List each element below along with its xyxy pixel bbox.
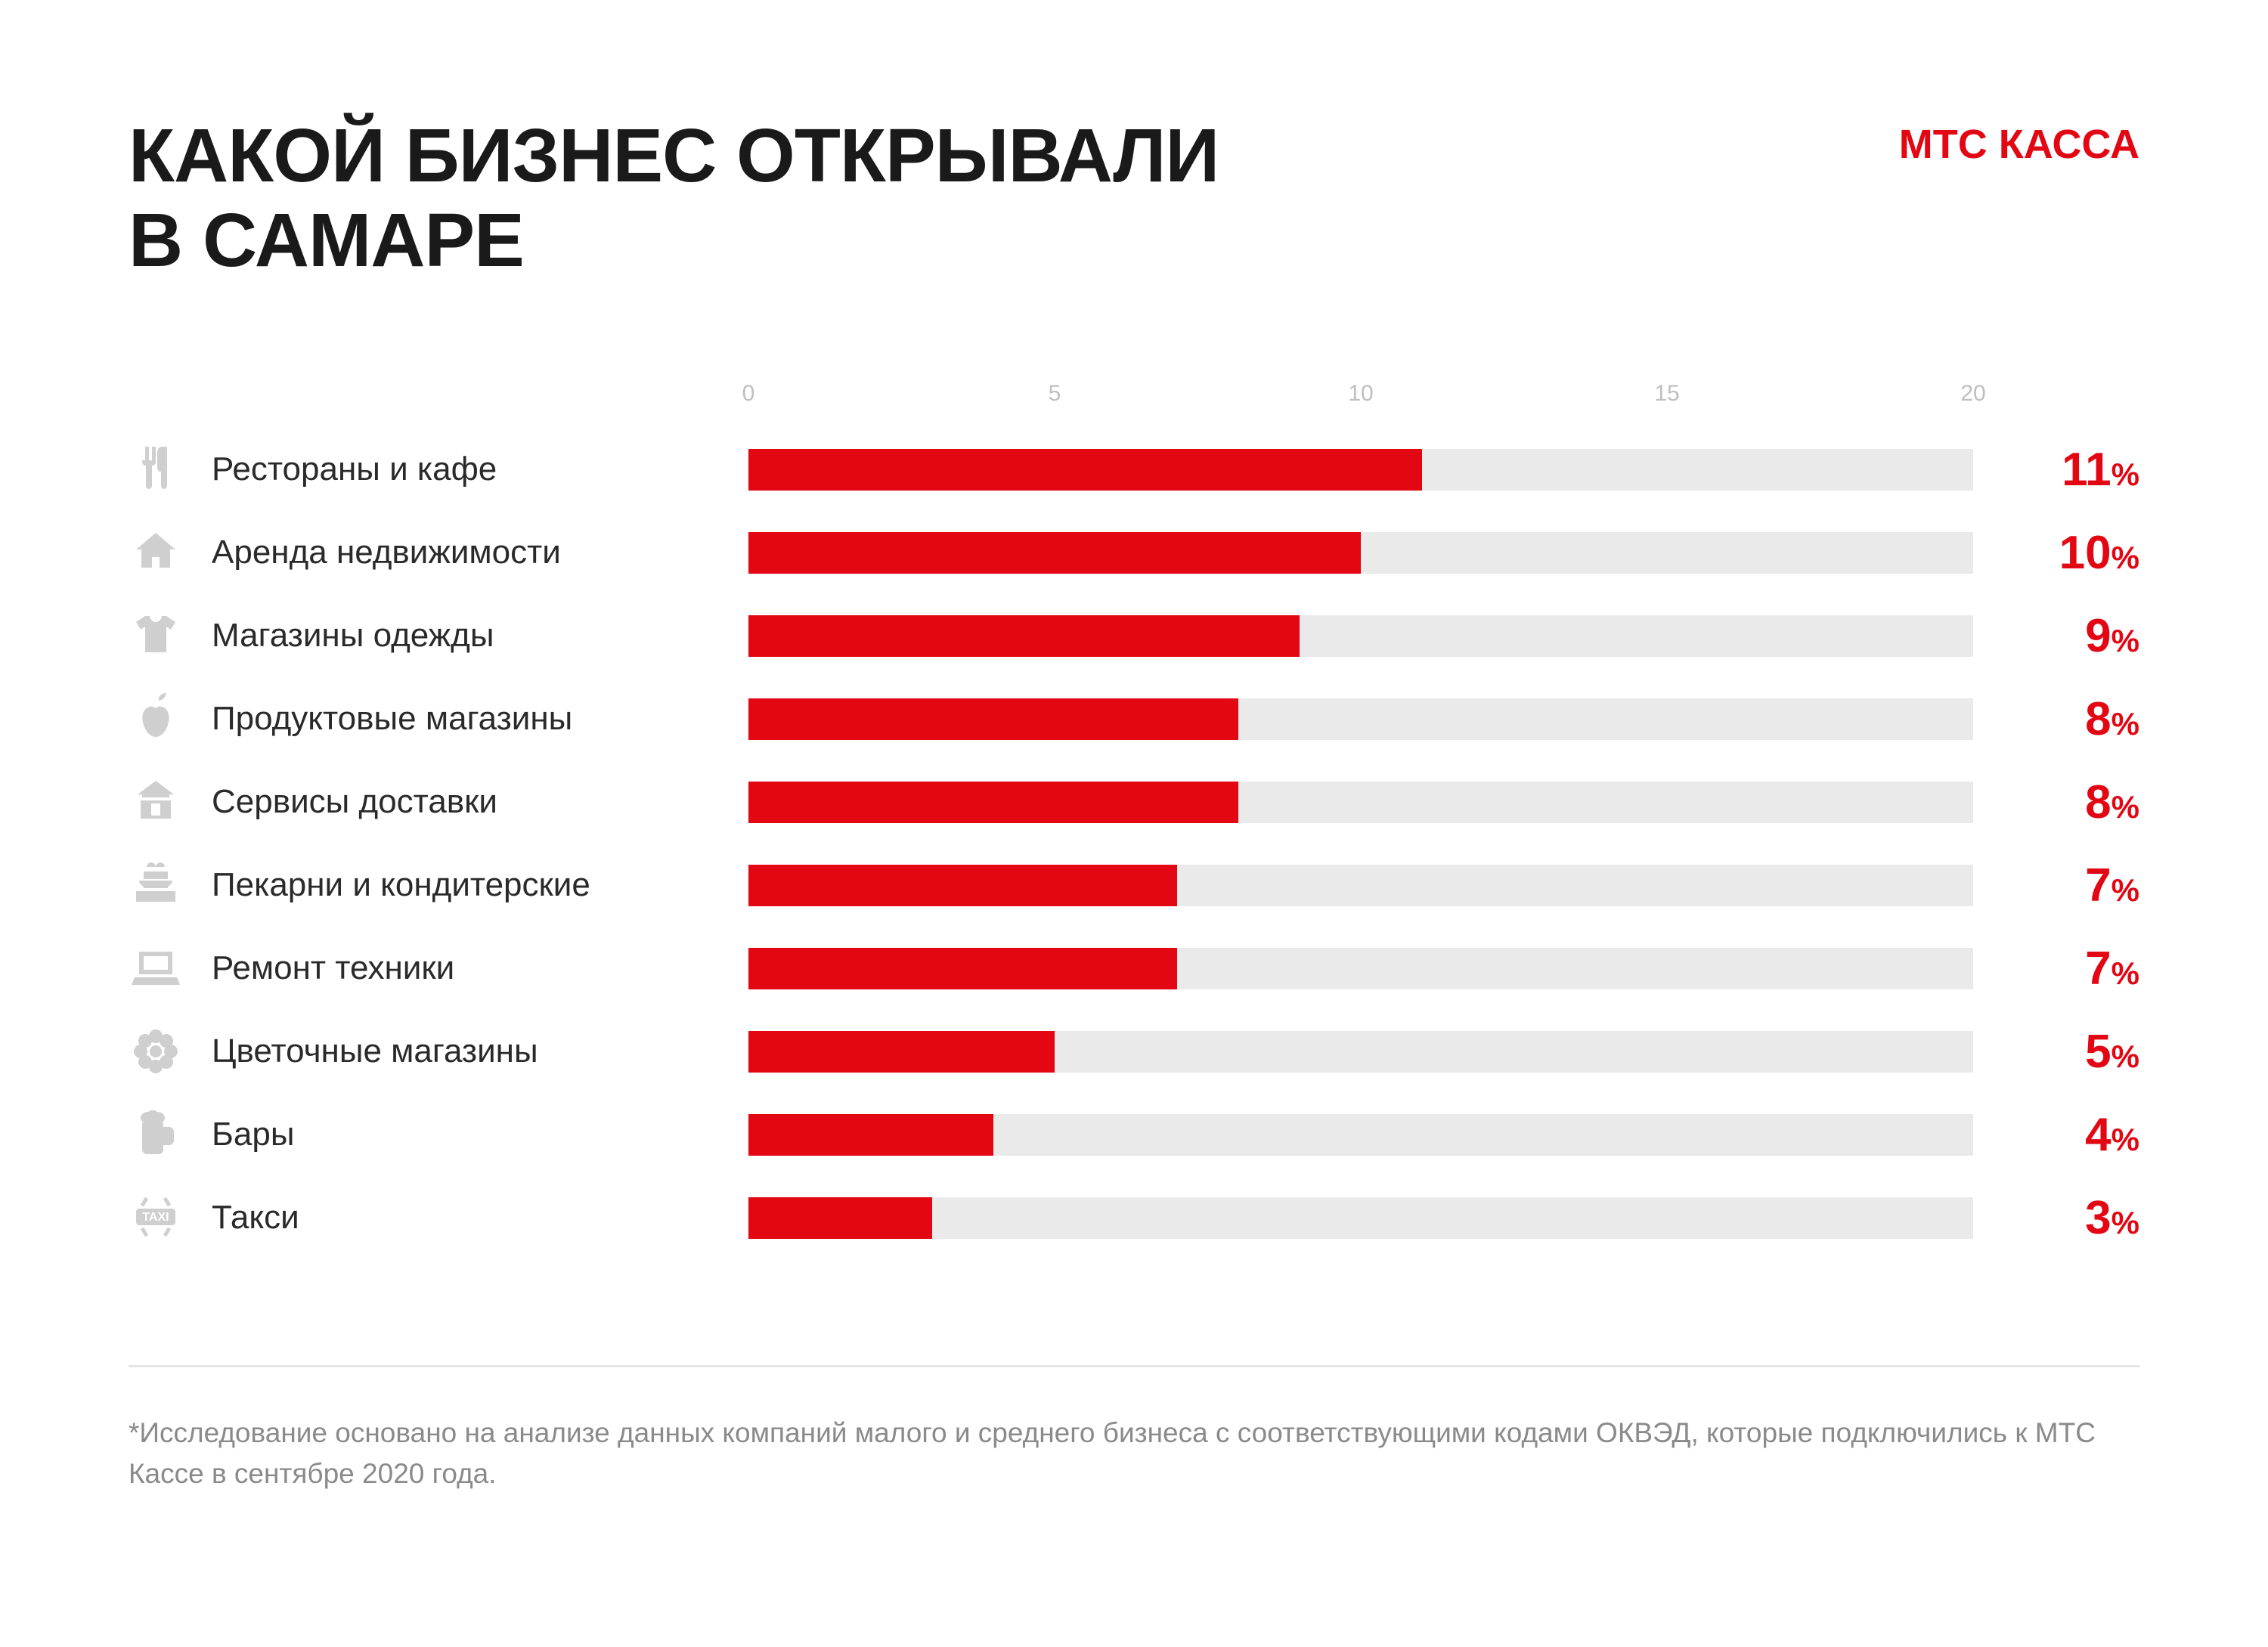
value-label: 5%: [1973, 1025, 2139, 1079]
chart-row: Ремонт техники 7%: [129, 927, 2139, 1010]
page-title: КАКОЙ БИЗНЕС ОТКРЫВАЛИ В САМАРЕ: [129, 113, 1219, 283]
value-label: 9%: [1973, 609, 2139, 663]
tshirt-icon: [129, 608, 183, 663]
axis-tick: 15: [1654, 381, 1679, 407]
chart-row: Бары 4%: [129, 1093, 2139, 1176]
apple-icon: [129, 692, 183, 746]
value-label: 8%: [1973, 692, 2139, 746]
category-label: Продуктовые магазины: [212, 700, 572, 738]
x-axis: 0 5 10 15 20: [129, 381, 2139, 411]
bar: [748, 1197, 1973, 1239]
value-label: 3%: [1973, 1191, 2139, 1245]
value-label: 7%: [1973, 942, 2139, 995]
category-label: Такси: [212, 1199, 299, 1237]
bar: [748, 1114, 1973, 1156]
title-line-2: В САМАРЕ: [129, 198, 524, 283]
laptop-icon: [129, 941, 183, 995]
footer-divider: [129, 1365, 2139, 1367]
title-line-1: КАКОЙ БИЗНЕС ОТКРЫВАЛИ: [129, 113, 1219, 198]
category-label: Цветочные магазины: [212, 1032, 538, 1070]
bar: [748, 449, 1973, 491]
chart-row: Рестораны и кафе 11%: [129, 428, 2139, 511]
category-label: Пекарни и кондитерские: [212, 866, 590, 904]
bar: [748, 865, 1973, 906]
cake-icon: [129, 858, 183, 912]
taxi-icon: [129, 1190, 183, 1245]
delivery-icon: [129, 775, 183, 829]
value-label: 11%: [1973, 443, 2139, 497]
axis-tick: 20: [1960, 381, 1985, 407]
value-label: 8%: [1973, 776, 2139, 829]
restaurant-icon: [129, 442, 183, 497]
category-label: Бары: [212, 1116, 294, 1153]
bar: [748, 532, 1973, 574]
brand-logo: МТС КАССА: [1899, 121, 2139, 168]
axis-tick: 5: [1049, 381, 1061, 407]
value-label: 4%: [1973, 1108, 2139, 1162]
chart-row: Магазины одежды 9%: [129, 594, 2139, 677]
chart-row: Продуктовые магазины 8%: [129, 677, 2139, 760]
value-label: 10%: [1973, 526, 2139, 580]
bar: [748, 1031, 1973, 1073]
bar: [748, 782, 1973, 823]
bar: [748, 615, 1973, 657]
chart-row: Такси 3%: [129, 1176, 2139, 1259]
category-label: Рестораны и кафе: [212, 450, 497, 488]
bar: [748, 948, 1973, 989]
category-label: Ремонт техники: [212, 949, 454, 987]
category-label: Магазины одежды: [212, 617, 494, 655]
flower-icon: [129, 1024, 183, 1079]
value-label: 7%: [1973, 859, 2139, 912]
chart-row: Цветочные магазины 5%: [129, 1010, 2139, 1093]
bar: [748, 698, 1973, 740]
bar-chart: 0 5 10 15 20 Рестораны и кафе 11% Аренда недви…: [129, 381, 2139, 1259]
chart-row: Пекарни и кондитерские 7%: [129, 844, 2139, 927]
house-icon: [129, 525, 183, 580]
axis-tick: 10: [1348, 381, 1373, 407]
category-label: Аренда недвижимости: [212, 534, 561, 571]
footnote-text: *Исследование основано на анализе данных…: [129, 1413, 2139, 1494]
chart-row: Аренда недвижимости 10%: [129, 511, 2139, 594]
chart-row: Сервисы доставки 8%: [129, 760, 2139, 844]
axis-tick: 0: [742, 381, 755, 407]
category-label: Сервисы доставки: [212, 783, 497, 821]
beer-icon: [129, 1107, 183, 1162]
